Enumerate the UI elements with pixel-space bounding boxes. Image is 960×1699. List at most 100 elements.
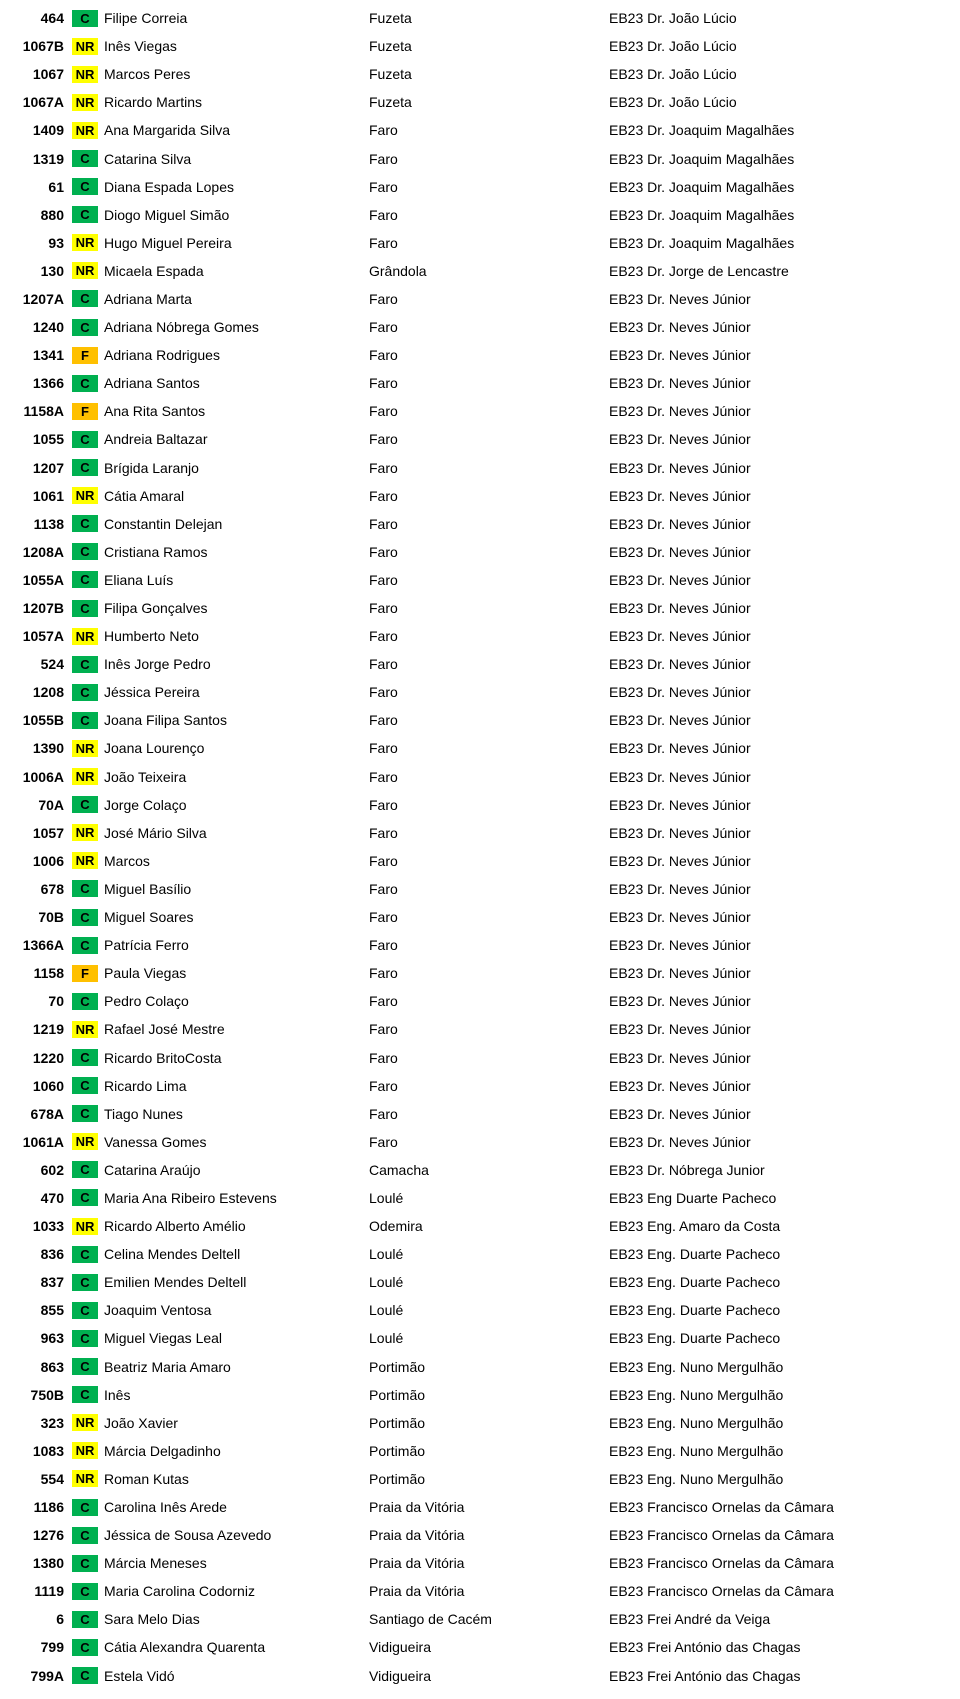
participant-school: EB23 Francisco Ornelas da Câmara: [609, 1583, 954, 1599]
status-badge: C: [72, 1499, 98, 1516]
status-badge: C: [72, 1555, 98, 1572]
participant-name: Beatriz Maria Amaro: [98, 1359, 369, 1375]
table-row: 554NRRoman KutasPortimãoEB23 Eng. Nuno M…: [6, 1465, 954, 1493]
participant-name: Marcos: [98, 853, 369, 869]
participant-city: Portimão: [369, 1387, 609, 1403]
table-row: 70BCMiguel SoaresFaroEB23 Dr. Neves Júni…: [6, 903, 954, 931]
participant-number: 61: [6, 179, 72, 195]
table-row: 1319CCatarina SilvaFaroEB23 Dr. Joaquim …: [6, 144, 954, 172]
participant-number: 1055B: [6, 712, 72, 728]
table-row: 464CFilipe CorreiaFuzetaEB23 Dr. João Lú…: [6, 4, 954, 32]
table-row: 70CPedro ColaçoFaroEB23 Dr. Neves Júnior: [6, 987, 954, 1015]
status-badge: F: [72, 403, 98, 420]
participant-school: EB23 Eng. Nuno Mergulhão: [609, 1359, 954, 1375]
participant-name: Marcos Peres: [98, 66, 369, 82]
table-row: 678ACTiago NunesFaroEB23 Dr. Neves Júnio…: [6, 1100, 954, 1128]
status-badge: C: [72, 1583, 98, 1600]
participant-name: Inês: [98, 1387, 369, 1403]
participant-number: 1006: [6, 853, 72, 869]
table-row: 799ACEstela VidóVidigueiraEB23 Frei Antó…: [6, 1662, 954, 1690]
participant-name: Diana Espada Lopes: [98, 179, 369, 195]
participant-name: José Mário Silva: [98, 825, 369, 841]
table-row: 70ACJorge ColaçoFaroEB23 Dr. Neves Júnio…: [6, 791, 954, 819]
participant-number: 1158: [6, 965, 72, 981]
participant-number: 1083: [6, 1443, 72, 1459]
status-badge: C: [72, 290, 98, 307]
status-badge: C: [72, 937, 98, 954]
table-row: 855CJoaquim VentosaLouléEB23 Eng. Duarte…: [6, 1296, 954, 1324]
participant-school: EB23 Dr. Neves Júnior: [609, 684, 954, 700]
status-badge: NR: [72, 1470, 98, 1487]
participant-city: Odemira: [369, 1218, 609, 1234]
participant-name: Pedro Colaço: [98, 993, 369, 1009]
participant-city: Faro: [369, 460, 609, 476]
participant-name: Joana Filipa Santos: [98, 712, 369, 728]
participant-number: 880: [6, 207, 72, 223]
participant-name: Maria Carolina Codorniz: [98, 1583, 369, 1599]
participant-number: 554: [6, 1471, 72, 1487]
status-badge: C: [72, 880, 98, 897]
status-badge: C: [72, 1611, 98, 1628]
status-badge: C: [72, 1302, 98, 1319]
status-badge: NR: [72, 234, 98, 251]
participant-number: 1341: [6, 347, 72, 363]
status-badge: NR: [72, 66, 98, 83]
participant-city: Loulé: [369, 1302, 609, 1318]
table-row: 1067ANRRicardo MartinsFuzetaEB23 Dr. Joã…: [6, 88, 954, 116]
participant-city: Faro: [369, 319, 609, 335]
status-badge: NR: [72, 94, 98, 111]
participant-number: 855: [6, 1302, 72, 1318]
status-badge: C: [72, 10, 98, 27]
participant-number: 1060: [6, 1078, 72, 1094]
table-row: 6CSara Melo DiasSantiago de CacémEB23 Fr…: [6, 1605, 954, 1633]
participant-city: Faro: [369, 488, 609, 504]
participant-name: Sara Melo Dias: [98, 1611, 369, 1627]
participant-city: Faro: [369, 740, 609, 756]
participant-city: Faro: [369, 347, 609, 363]
participant-name: Hugo Miguel Pereira: [98, 235, 369, 251]
participant-name: Cátia Alexandra Quarenta: [98, 1639, 369, 1655]
status-badge: NR: [72, 1218, 98, 1235]
participant-name: João Xavier: [98, 1415, 369, 1431]
participant-number: 1057: [6, 825, 72, 841]
participant-number: 1207: [6, 460, 72, 476]
table-row: 1067NRMarcos PeresFuzetaEB23 Dr. João Lú…: [6, 60, 954, 88]
participant-name: Adriana Nóbrega Gomes: [98, 319, 369, 335]
status-badge: C: [72, 1527, 98, 1544]
participant-city: Portimão: [369, 1359, 609, 1375]
participant-name: Miguel Soares: [98, 909, 369, 925]
participant-school: EB23 Eng. Duarte Pacheco: [609, 1302, 954, 1318]
participant-name: Miguel Viegas Leal: [98, 1330, 369, 1346]
status-badge: C: [72, 684, 98, 701]
participant-name: Miguel Basílio: [98, 881, 369, 897]
table-row: 93NRHugo Miguel PereiraFaroEB23 Dr. Joaq…: [6, 229, 954, 257]
table-row: 836CCelina Mendes DeltellLouléEB23 Eng. …: [6, 1240, 954, 1268]
participant-school: EB23 Dr. João Lúcio: [609, 38, 954, 54]
participant-city: Faro: [369, 235, 609, 251]
participant-name: Filipa Gonçalves: [98, 600, 369, 616]
participant-city: Faro: [369, 712, 609, 728]
participant-school: EB23 Dr. Neves Júnior: [609, 403, 954, 419]
participant-name: Brígida Laranjo: [98, 460, 369, 476]
participant-school: EB23 Dr. Neves Júnior: [609, 1106, 954, 1122]
table-row: 1067BNRInês ViegasFuzetaEB23 Dr. João Lú…: [6, 32, 954, 60]
participant-name: Márcia Delgadinho: [98, 1443, 369, 1459]
participant-school: EB23 Dr. Joaquim Magalhães: [609, 235, 954, 251]
participant-name: Jéssica de Sousa Azevedo: [98, 1527, 369, 1543]
participant-city: Praia da Vitória: [369, 1499, 609, 1515]
participant-name: Joana Lourenço: [98, 740, 369, 756]
table-row: 1033NRRicardo Alberto AmélioOdemiraEB23 …: [6, 1212, 954, 1240]
participant-number: 1061A: [6, 1134, 72, 1150]
participant-school: EB23 Eng. Nuno Mergulhão: [609, 1387, 954, 1403]
participant-name: Adriana Marta: [98, 291, 369, 307]
participant-number: 1319: [6, 151, 72, 167]
participant-school: EB23 Eng. Duarte Pacheco: [609, 1274, 954, 1290]
table-row: 1061ANRVanessa GomesFaroEB23 Dr. Neves J…: [6, 1128, 954, 1156]
table-row: 61CDiana Espada LopesFaroEB23 Dr. Joaqui…: [6, 173, 954, 201]
status-badge: C: [72, 431, 98, 448]
participant-city: Portimão: [369, 1415, 609, 1431]
participant-school: EB23 Dr. Neves Júnior: [609, 516, 954, 532]
participant-city: Loulé: [369, 1190, 609, 1206]
status-badge: C: [72, 656, 98, 673]
table-row: 1057NRJosé Mário SilvaFaroEB23 Dr. Neves…: [6, 819, 954, 847]
